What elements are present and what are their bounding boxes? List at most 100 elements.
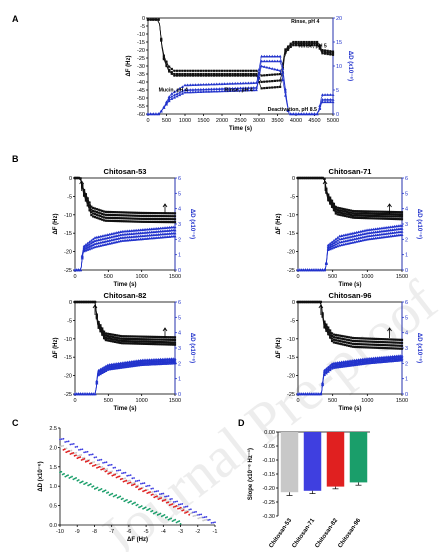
B1-frequency-1-point: [166, 215, 169, 218]
B2-frequency-2-point: [334, 210, 337, 213]
C-scatter-point: [181, 507, 183, 510]
A-series-0-point: [321, 48, 324, 52]
A-series-1-point: [316, 42, 319, 45]
C-scatter-point: [128, 482, 130, 484]
C-scatter-point: [139, 488, 142, 490]
A-series-2-point: [326, 52, 329, 56]
A-series-4-point: [220, 87, 224, 90]
B3-frequency-2-point: [159, 340, 162, 344]
A-series-2-point: [215, 74, 218, 77]
B3-frequency-0-point: [168, 336, 171, 339]
A-series-0-point: [310, 40, 313, 44]
A-series-1-point: [289, 44, 292, 47]
B3-frequency-2-point: [170, 341, 173, 344]
B1-frequency-3-point: [106, 219, 109, 222]
B1-frequency-3-point: [110, 219, 113, 222]
C-scatter-point: [115, 469, 118, 472]
y2-tick-label: 3: [405, 346, 408, 352]
A-series-1-point: [242, 72, 245, 76]
x-tick-label: 1000: [361, 398, 373, 404]
B3-frequency-1-point: [166, 338, 169, 341]
panel-letter-A: A: [12, 14, 19, 24]
A-series-4-point: [215, 87, 219, 91]
B3-frequency-0-point: [146, 335, 149, 338]
B3-frequency-3-point: [164, 343, 168, 346]
C-scatter-point: [172, 506, 175, 508]
B1-frequency-0-point: [137, 211, 140, 214]
C-scatter-point: [138, 506, 140, 509]
C-scatter-point: [81, 448, 84, 451]
B1-frequency-0-point: [168, 212, 171, 215]
B4-frequency-0-point: [338, 334, 341, 337]
B1-frequency-3-point: [159, 220, 162, 224]
C-scatter-point: [135, 486, 137, 489]
B1-frequency-2-point: [126, 217, 129, 220]
B2-dissipation-3-point: [298, 268, 302, 272]
B1-event-arrow: [79, 180, 84, 191]
B3-frequency-0-point: [128, 335, 131, 338]
B1-frequency-3-point: [173, 221, 177, 224]
C-scatter-point: [202, 519, 205, 522]
A-series-2-point: [231, 74, 234, 77]
B4-dissipation-3-point: [296, 392, 300, 396]
B3-frequency-3-point: [141, 342, 144, 345]
B4-frequency-3-point: [376, 346, 379, 349]
C-scatter-point: [136, 479, 139, 482]
B4-frequency-1-point: [372, 340, 375, 343]
B1-frequency-3-point: [172, 221, 175, 224]
y-tick-label: -10: [137, 32, 145, 38]
B3-frequency-3-point: [126, 342, 129, 345]
B2-frequency-1-point: [364, 212, 368, 215]
B1-frequency-3-point: [102, 219, 106, 222]
y2-tick-label: 0: [405, 268, 408, 274]
B4-frequency-0-point: [357, 337, 360, 340]
A-series-5-point: [273, 67, 277, 71]
B4-frequency-3-point: [366, 346, 370, 349]
C-scatter-point: [105, 470, 108, 472]
A-series-1-point: [305, 42, 308, 45]
B2-frequency-2-point: [376, 214, 379, 218]
B4-frequency-2-point: [363, 343, 366, 346]
C-scatter-point: [76, 457, 79, 460]
B3-frequency-2-point: [150, 340, 153, 343]
B3-frequency-3-point: [150, 342, 153, 346]
B2-frequency-0-point: [340, 207, 343, 210]
B3-dissipation-3-point: [97, 373, 101, 377]
B3-frequency-2-point: [161, 341, 164, 344]
y2-tick-label: 2: [405, 361, 408, 367]
A-series-0-point: [329, 50, 332, 53]
B1-frequency-2-point: [104, 216, 108, 219]
B1-frequency-1-point: [112, 213, 115, 217]
C-y-tick-label: 1.5: [49, 465, 57, 471]
B2-frequency-3-point: [366, 217, 370, 220]
C-scatter-point: [171, 520, 174, 523]
x-tick-label: 2500: [234, 118, 246, 124]
A-series-5-point: [276, 68, 279, 72]
C-scatter-point: [66, 450, 69, 453]
A-series-5-point: [262, 65, 266, 68]
C-scatter-point: [129, 479, 131, 482]
y2-axis-label: ΔD (x10⁻⁶): [347, 51, 353, 81]
A-series-0-point: [212, 69, 216, 72]
y-axis-label: ΔF (Hz): [276, 214, 282, 235]
C-scatter-point: [174, 518, 177, 521]
A-series-2-point: [276, 85, 279, 89]
C-scatter-point: [122, 472, 125, 474]
B1-frequency-1-point: [152, 214, 155, 218]
y2-axis-label: ΔD (x10⁻⁶): [416, 209, 422, 239]
B4-frequency-1-point: [385, 341, 388, 344]
B1-frequency-3-point: [153, 220, 157, 224]
A-series-0-point: [210, 69, 213, 72]
B1-frequency-1-point: [93, 210, 97, 213]
B1-frequency-2-point: [148, 217, 151, 221]
B1-frequency-3-point: [97, 217, 100, 220]
C-scatter-point: [194, 514, 196, 517]
B3-dissipation-3-point: [93, 392, 97, 396]
A-series-3-point: [202, 82, 205, 86]
B3-frequency-1-point: [162, 338, 166, 341]
B3-frequency-3-point: [88, 300, 91, 304]
B2-dissipation-3-point: [305, 268, 309, 272]
B4-frequency-3-point: [383, 346, 387, 350]
B4-frequency-3-point: [395, 347, 398, 350]
C-scatter-point: [200, 516, 203, 519]
